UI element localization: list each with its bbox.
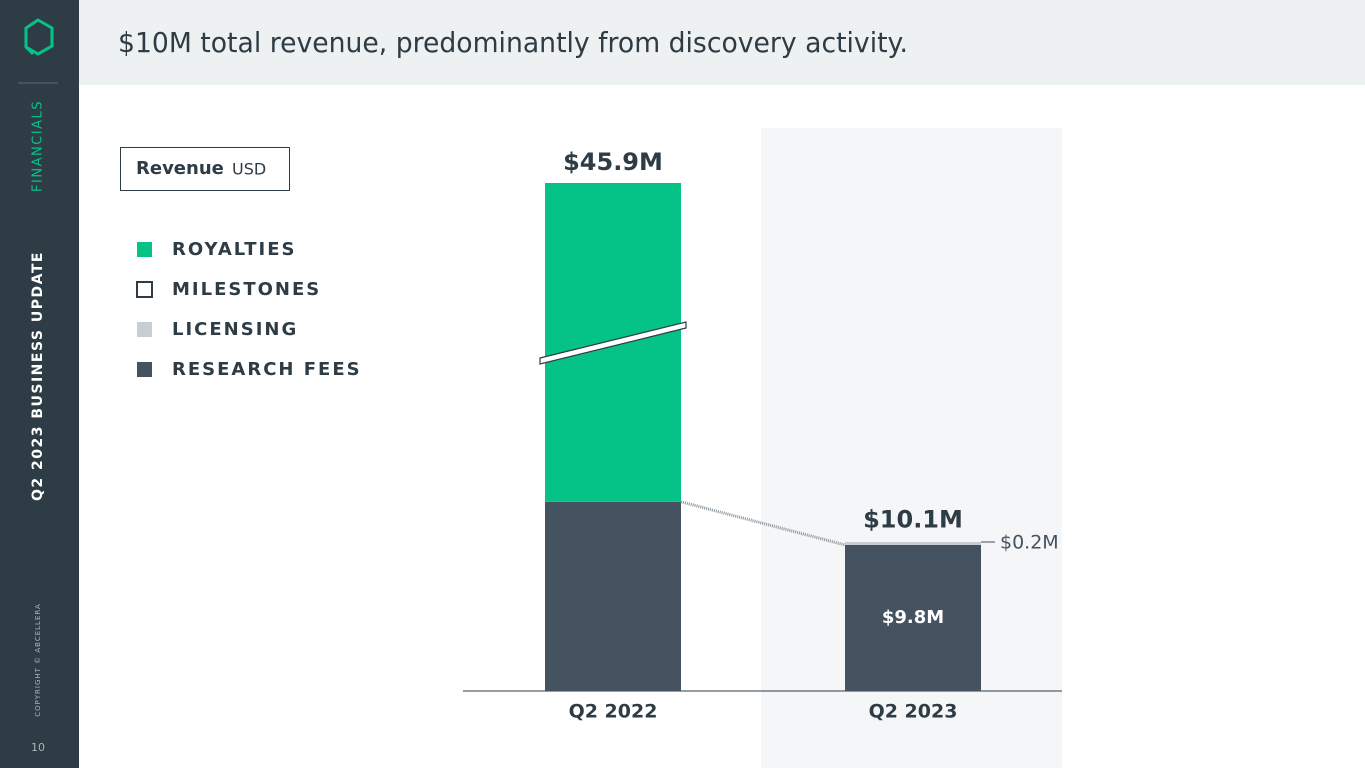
slide-title: $10M total revenue, predominantly from d…: [118, 26, 908, 59]
bar-segment: [845, 544, 981, 691]
unit-currency: USD: [232, 160, 266, 179]
unit-title: Revenue: [136, 158, 224, 179]
unit-box: [120, 147, 290, 191]
copyright: COPYRIGHT © ABCELLERA: [34, 603, 42, 716]
header-band: [79, 0, 1365, 85]
legend-label: ROYALTIES: [172, 239, 297, 260]
legend-label: MILESTONES: [172, 279, 321, 300]
axis-break: [539, 321, 687, 365]
x-tick-label: Q2 2023: [869, 701, 958, 723]
legend-swatch: [137, 242, 152, 257]
segment-label: $0.2M: [1000, 532, 1059, 554]
logo: [24, 18, 54, 56]
bar-segment: [845, 542, 981, 545]
total-label: $45.9M: [563, 148, 663, 176]
connector: [680, 500, 846, 547]
legend-swatch: [137, 362, 152, 377]
section-label: FINANCIALS: [31, 100, 46, 192]
legend-label: LICENSING: [172, 319, 298, 340]
legend-label: RESEARCH FEES: [172, 359, 362, 380]
segment-label: $9.8M: [882, 607, 944, 628]
legend-swatch: [136, 281, 153, 298]
bar-segment: [545, 501, 681, 691]
deck-label: Q2 2023 BUSINESS UPDATE: [30, 251, 46, 501]
total-label: $10.1M: [863, 506, 963, 534]
x-tick-label: Q2 2022: [569, 701, 658, 723]
page-number: 10: [31, 741, 45, 754]
sidebar: [0, 0, 79, 768]
legend-swatch: [137, 322, 152, 337]
